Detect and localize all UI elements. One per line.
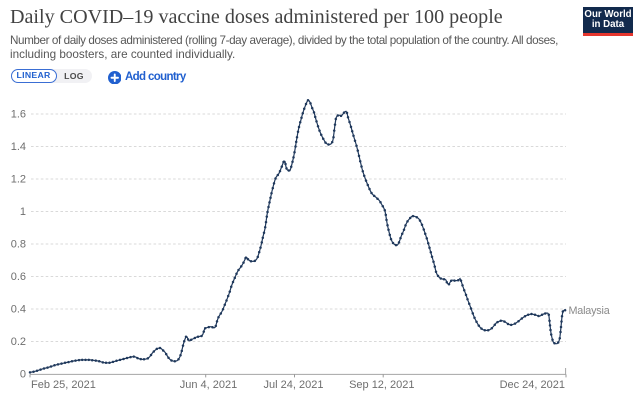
svg-text:Jul 24, 2021: Jul 24, 2021 [264, 379, 324, 391]
svg-text:0: 0 [20, 369, 26, 381]
svg-text:Sep 12, 2021: Sep 12, 2021 [349, 379, 414, 391]
svg-text:0.8: 0.8 [11, 239, 26, 251]
svg-text:0.6: 0.6 [11, 271, 26, 283]
svg-text:Feb 25, 2021: Feb 25, 2021 [31, 379, 96, 391]
svg-text:1.4: 1.4 [11, 141, 26, 153]
svg-text:1.2: 1.2 [11, 174, 26, 186]
svg-text:0.2: 0.2 [11, 336, 26, 348]
svg-text:Malaysia: Malaysia [569, 305, 610, 317]
svg-text:Jun 4, 2021: Jun 4, 2021 [180, 379, 238, 391]
svg-text:1.6: 1.6 [11, 109, 26, 121]
svg-text:1: 1 [20, 206, 26, 218]
svg-text:Dec 24, 2021: Dec 24, 2021 [500, 379, 565, 391]
svg-text:0.4: 0.4 [11, 304, 26, 316]
